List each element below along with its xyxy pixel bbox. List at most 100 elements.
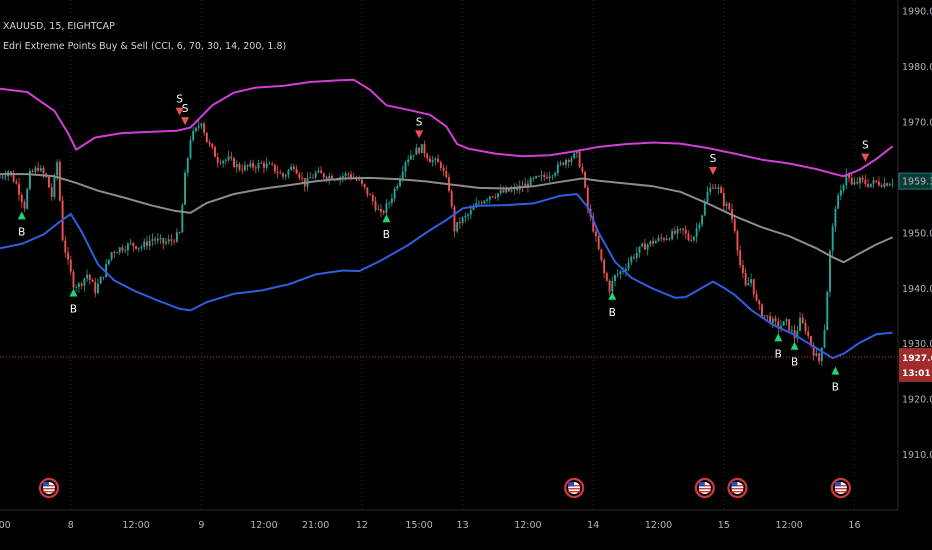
price-axis[interactable]: 1910.001920.001930.001940.001950.001960.… bbox=[897, 0, 932, 550]
candle bbox=[170, 234, 173, 246]
candle bbox=[140, 244, 143, 251]
candle bbox=[540, 170, 543, 182]
time-tick-label: 8 bbox=[68, 520, 74, 531]
candle bbox=[105, 258, 108, 278]
candle bbox=[86, 269, 89, 283]
us-flag-event-icon[interactable] bbox=[564, 477, 585, 499]
candle bbox=[173, 238, 176, 245]
buy-arrow-icon bbox=[774, 333, 783, 342]
candle bbox=[241, 164, 244, 175]
candle bbox=[477, 199, 480, 206]
candle bbox=[58, 159, 61, 203]
candle bbox=[178, 231, 181, 234]
buy-label: B bbox=[832, 382, 839, 394]
candle bbox=[684, 225, 687, 240]
candle bbox=[434, 156, 437, 166]
candle bbox=[233, 156, 235, 168]
candle bbox=[181, 202, 184, 233]
indicator-title[interactable]: Edri Extreme Points Buy & Sell (CCI, 6, … bbox=[3, 41, 287, 52]
candle bbox=[687, 230, 690, 242]
band-upper-line bbox=[0, 78, 894, 178]
candle bbox=[189, 135, 192, 160]
candle bbox=[420, 144, 423, 154]
candle bbox=[638, 246, 641, 258]
candle bbox=[679, 227, 682, 234]
candle bbox=[431, 155, 434, 167]
candle bbox=[369, 192, 372, 196]
candle bbox=[673, 226, 676, 236]
us-flag-event-icon[interactable] bbox=[38, 477, 60, 499]
candle bbox=[774, 315, 777, 327]
time-tick-label: 21:00 bbox=[302, 520, 329, 531]
candle bbox=[616, 269, 619, 278]
candle bbox=[456, 222, 459, 234]
us-flag-event-icon[interactable] bbox=[694, 477, 715, 499]
candle bbox=[18, 177, 21, 201]
mid-band-value-label: 1959.33 bbox=[902, 177, 932, 188]
price-axis-bg bbox=[898, 0, 932, 550]
candle bbox=[197, 120, 200, 132]
candle bbox=[850, 173, 853, 186]
candle bbox=[69, 255, 72, 276]
candle bbox=[295, 165, 298, 175]
candle bbox=[856, 177, 859, 185]
candle bbox=[50, 183, 53, 201]
candle bbox=[529, 176, 532, 187]
time-tick-label: 12 bbox=[356, 520, 368, 531]
current-price-label: 1927.61 bbox=[902, 354, 932, 364]
candle bbox=[162, 237, 165, 250]
candle bbox=[377, 204, 380, 211]
candle bbox=[268, 161, 271, 165]
candle bbox=[148, 235, 151, 250]
candle bbox=[39, 165, 42, 173]
candle bbox=[535, 175, 538, 180]
buy-label: B bbox=[18, 226, 25, 238]
candle bbox=[75, 284, 78, 292]
buy-arrow-icon bbox=[69, 288, 78, 297]
candle bbox=[407, 155, 410, 167]
us-flag-event-icon[interactable] bbox=[727, 477, 748, 499]
candle bbox=[464, 212, 467, 223]
candle bbox=[641, 242, 644, 248]
candle bbox=[483, 199, 486, 205]
us-flag-event-icon[interactable] bbox=[830, 477, 851, 499]
candle bbox=[145, 236, 148, 250]
candle bbox=[690, 234, 693, 242]
candle bbox=[216, 152, 219, 168]
candle bbox=[698, 222, 701, 232]
buy-signal: B bbox=[774, 333, 783, 360]
candle bbox=[799, 311, 801, 332]
candle bbox=[562, 161, 565, 166]
candle bbox=[72, 269, 75, 290]
candle bbox=[360, 179, 363, 187]
candle bbox=[317, 166, 320, 174]
candle bbox=[137, 247, 140, 253]
candle bbox=[875, 179, 878, 184]
time-tick-label: 12:00 bbox=[775, 520, 802, 531]
candle bbox=[48, 176, 50, 188]
price-tick-label: 1970.00 bbox=[902, 117, 932, 128]
candle bbox=[883, 177, 886, 189]
candle bbox=[113, 250, 116, 258]
candle bbox=[722, 187, 725, 212]
candle bbox=[320, 166, 323, 174]
buy-arrow-icon bbox=[382, 214, 391, 223]
candle bbox=[80, 281, 83, 290]
candle bbox=[888, 182, 891, 187]
candle bbox=[886, 182, 889, 187]
time-axis[interactable]: 2:00 8 12:00 9 12:00 21:00 12 15:00 13 12:00 14 12:… bbox=[0, 509, 932, 550]
candle bbox=[624, 263, 627, 277]
candle bbox=[488, 195, 491, 204]
candle bbox=[26, 187, 29, 210]
candle bbox=[445, 165, 448, 179]
candle bbox=[575, 151, 578, 159]
band-lower-line bbox=[0, 193, 893, 360]
candle bbox=[660, 233, 663, 242]
chart-symbol-title[interactable]: XAUUSD, 15, EIGHTCAP bbox=[3, 21, 115, 32]
candle bbox=[271, 161, 274, 166]
candle bbox=[279, 169, 282, 174]
candle bbox=[760, 302, 763, 318]
candle bbox=[720, 184, 723, 194]
